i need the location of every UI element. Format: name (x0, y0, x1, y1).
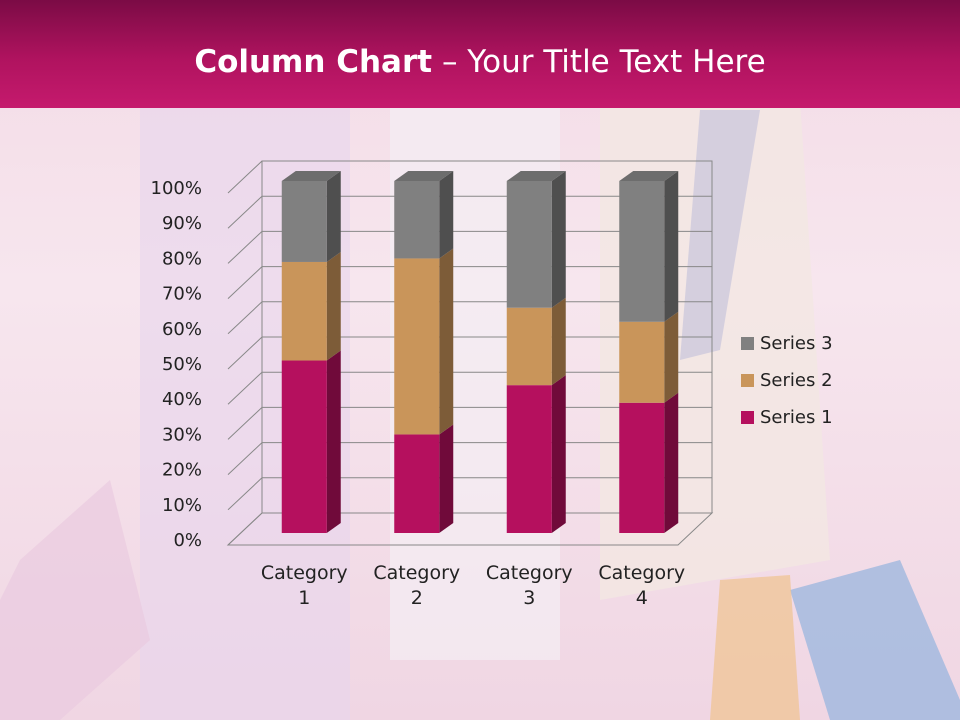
slide-title: Column Chart – Your Title Text Here (0, 40, 960, 84)
y-tick-label: 100% (151, 178, 202, 199)
bar (619, 181, 665, 322)
bar-side (551, 171, 566, 308)
bar (394, 181, 440, 259)
y-tick-label: 80% (162, 248, 202, 269)
bar (506, 385, 552, 533)
bar (619, 321, 665, 403)
legend-swatch (741, 337, 754, 350)
y-tick-label: 60% (162, 319, 202, 340)
bar (619, 402, 665, 533)
bar-side (664, 311, 679, 403)
grid-line (227, 160, 712, 194)
title-rest: – Your Title Text Here (441, 44, 766, 80)
x-tick-label: Category 4 (598, 562, 686, 609)
legend-label: Series 1 (760, 407, 833, 428)
y-tick-label: 50% (162, 354, 202, 375)
legend-label: Series 2 (760, 370, 833, 391)
bar-side (664, 171, 679, 322)
bar-side (439, 248, 454, 435)
bar-side (326, 251, 341, 361)
bar-side (664, 392, 679, 533)
x-tick-label: Category 1 (260, 562, 348, 609)
bar-side (551, 297, 566, 386)
legend-swatch (741, 374, 754, 387)
y-tick-label: 40% (162, 389, 202, 410)
x-tick-label: Category 3 (485, 562, 573, 609)
bar (281, 360, 327, 533)
bar (281, 261, 327, 361)
x-tick-label: Category 2 (373, 562, 461, 609)
bar (506, 307, 552, 386)
bar-side (326, 171, 341, 262)
y-tick-label: 0% (173, 530, 202, 551)
bar-top (394, 171, 454, 181)
y-tick-label: 90% (162, 213, 202, 234)
y-tick-label: 10% (162, 495, 202, 516)
bar-top (506, 171, 566, 181)
bar (394, 434, 440, 533)
bar (394, 258, 440, 435)
y-tick-label: 30% (162, 424, 202, 445)
title-bold: Column Chart (194, 44, 433, 80)
y-tick-label: 20% (162, 460, 202, 481)
bar-side (551, 375, 566, 533)
legend-label: Series 3 (760, 333, 833, 354)
y-tick-label: 70% (162, 284, 202, 305)
bar-side (439, 171, 454, 259)
bar-side (326, 350, 341, 533)
legend-swatch (741, 411, 754, 424)
bar-top (619, 171, 679, 181)
header-band (0, 0, 960, 108)
bar-top (281, 171, 341, 181)
bar (506, 181, 552, 308)
bar-side (439, 424, 454, 533)
bar (281, 181, 327, 262)
